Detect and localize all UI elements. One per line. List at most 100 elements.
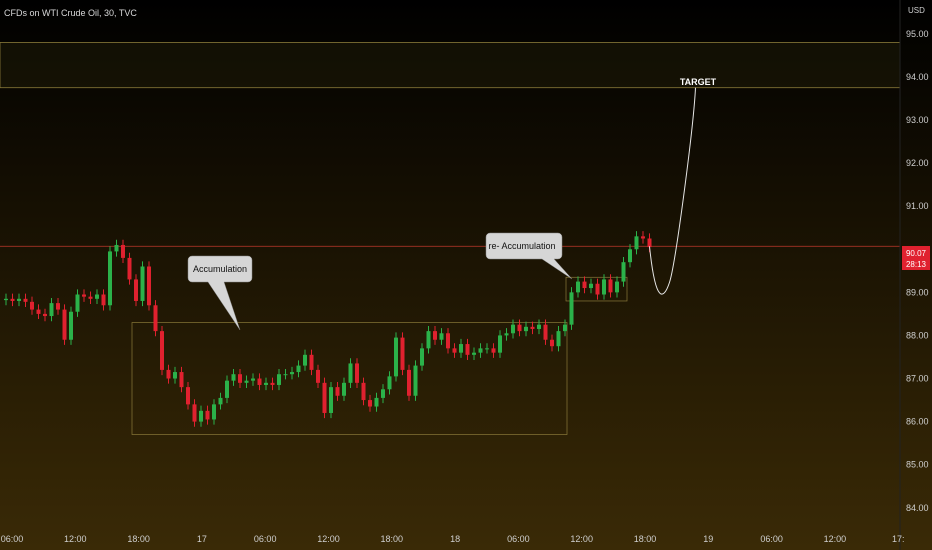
accumulation-callout: Accumulation xyxy=(187,255,253,331)
candle-body xyxy=(452,348,457,353)
x-tick-label: 18:00 xyxy=(127,534,150,544)
candle-body xyxy=(491,348,496,353)
candle-body xyxy=(205,410,210,420)
candle-body xyxy=(10,298,15,301)
reaccumulation-box xyxy=(565,276,628,302)
x-tick-label: 17: xyxy=(892,534,905,544)
resistance-zone xyxy=(0,42,901,89)
candle-body xyxy=(348,363,353,383)
candle-body xyxy=(537,324,541,329)
candle-body xyxy=(153,305,158,332)
countdown-value: 28:13 xyxy=(906,260,927,269)
candle-body xyxy=(160,331,164,370)
candle-body xyxy=(23,298,28,302)
x-tick-label: 12:00 xyxy=(317,534,340,544)
candle-body xyxy=(608,279,613,293)
candle-body xyxy=(641,236,645,239)
candle-body xyxy=(621,262,626,282)
candle-body xyxy=(439,333,444,340)
x-tick-label: 19 xyxy=(703,534,713,544)
reaccumulation-callout: re- Accumulation xyxy=(485,232,573,280)
x-tick-label: 18:00 xyxy=(634,534,657,544)
candle-body xyxy=(296,365,301,373)
candle-body xyxy=(309,354,314,370)
candle-body xyxy=(62,309,67,340)
projection-path xyxy=(649,87,696,295)
candle-body xyxy=(4,298,8,301)
target-label: TARGET xyxy=(680,77,717,87)
candle-body xyxy=(355,363,359,383)
candle-body xyxy=(413,365,418,396)
candle-body xyxy=(251,378,255,381)
candle-body xyxy=(368,400,372,407)
candle-body xyxy=(400,337,405,370)
candle-body xyxy=(329,387,333,413)
x-axis[interactable]: 06:00 12:00 18:00 17 06:00 12:00 18:00 18 06:00 1… xyxy=(1,534,905,544)
candle-body xyxy=(582,281,587,289)
candle-body xyxy=(459,344,463,353)
candle-body xyxy=(472,352,476,355)
candle-body xyxy=(511,324,515,334)
candles-group xyxy=(4,231,652,427)
candle-body xyxy=(361,382,366,401)
candle-body xyxy=(95,294,99,299)
candle-body xyxy=(30,301,34,310)
y-tick-label: 94.00 xyxy=(906,72,929,82)
candle-body xyxy=(43,313,47,317)
candle-body xyxy=(173,372,177,379)
candle-body xyxy=(121,244,125,258)
candle-body xyxy=(186,387,190,405)
candle-body xyxy=(524,326,528,332)
candle-body xyxy=(556,331,561,347)
candle-body xyxy=(465,344,470,355)
y-tick-label: 91.00 xyxy=(906,201,929,211)
candle-body xyxy=(283,374,288,376)
candle-body xyxy=(563,324,567,332)
candle-body xyxy=(56,303,60,310)
candle-body xyxy=(595,283,600,295)
x-tick-label: 06:00 xyxy=(760,534,783,544)
x-tick-label: 12:00 xyxy=(570,534,593,544)
candle-body xyxy=(407,369,411,396)
candle-body xyxy=(270,382,275,385)
candle-body xyxy=(420,348,424,366)
y-tick-label: 92.00 xyxy=(906,158,929,168)
candle-body xyxy=(231,374,236,381)
candle-body xyxy=(225,380,229,398)
candle-body xyxy=(277,374,281,385)
candle-body xyxy=(192,404,197,422)
candle-body xyxy=(108,251,112,306)
candle-body xyxy=(212,404,216,420)
candle-body xyxy=(82,294,86,297)
candle-body xyxy=(134,279,138,301)
x-tick-label: 06:00 xyxy=(1,534,24,544)
y-axis[interactable]: 95.00 94.00 93.00 92.00 91.00 89.00 88.00 87.00… xyxy=(906,29,929,513)
y-tick-label: 95.00 xyxy=(906,29,929,39)
candle-body xyxy=(647,238,652,248)
candle-body xyxy=(179,372,184,388)
candle-body xyxy=(199,410,203,422)
y-tick-label: 84.00 xyxy=(906,503,929,513)
x-tick-label: 06:00 xyxy=(507,534,530,544)
candle-body xyxy=(498,335,502,353)
candle-body xyxy=(322,382,327,413)
candle-body xyxy=(264,382,268,385)
candle-body xyxy=(569,292,574,325)
candle-body xyxy=(387,376,392,390)
candle-body xyxy=(446,333,450,349)
candle-body xyxy=(381,389,385,398)
candle-body xyxy=(634,236,639,250)
candle-body xyxy=(290,372,294,375)
candle-body xyxy=(244,380,249,383)
candle-body xyxy=(426,331,431,349)
y-tick-label: 85.00 xyxy=(906,460,929,470)
candle-body xyxy=(628,249,632,263)
x-tick-label: 18:00 xyxy=(381,534,404,544)
candle-body xyxy=(127,257,132,280)
accumulation-box xyxy=(131,322,568,435)
currency-label: USD xyxy=(908,6,925,15)
candle-body xyxy=(88,296,93,299)
